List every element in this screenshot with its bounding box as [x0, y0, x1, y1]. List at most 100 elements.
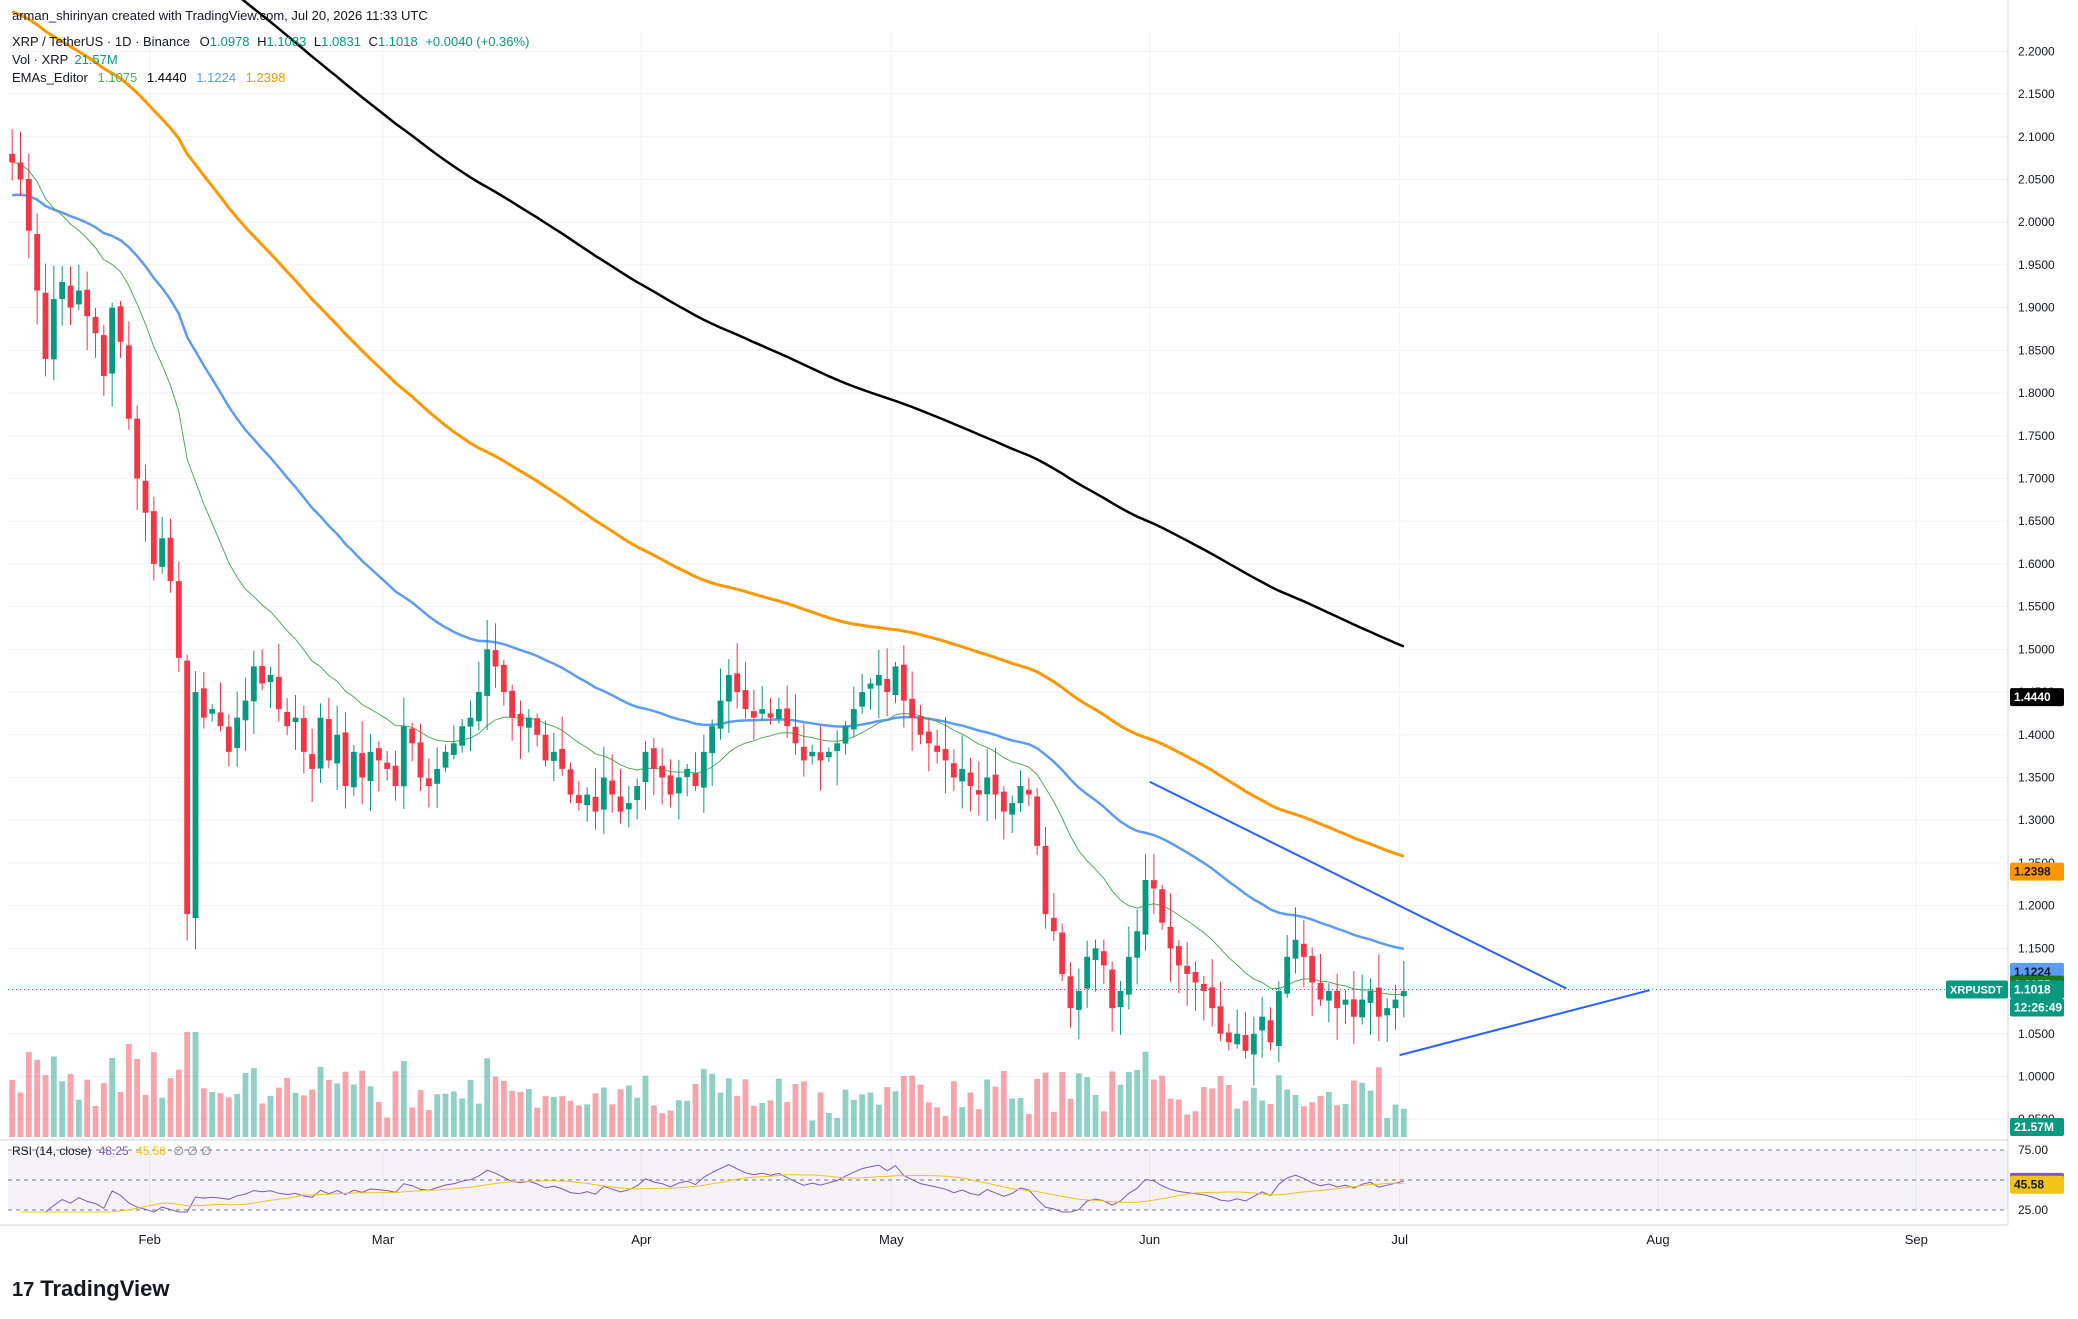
volume-bar — [1150, 1079, 1157, 1137]
candle-body — [217, 712, 224, 727]
candle-body — [1192, 971, 1199, 983]
symbol-badge-bg — [1946, 980, 2008, 999]
candle-body — [1325, 991, 1332, 1001]
volume-bar — [1092, 1094, 1099, 1137]
volume-bar — [1209, 1088, 1216, 1137]
volume-bar — [875, 1104, 882, 1137]
ohlc: O1.0978 H1.1083 L1.0831 C1.1018 +0.0040 … — [199, 34, 530, 49]
volume-bar — [884, 1087, 891, 1137]
candle-body — [1209, 987, 1216, 1009]
candle-body — [409, 728, 416, 744]
candle-body — [100, 335, 107, 376]
candle-body — [617, 796, 624, 812]
candle-body — [175, 581, 182, 658]
candle-body — [959, 768, 966, 782]
candle-body — [67, 285, 74, 308]
candle-body — [750, 711, 757, 718]
candle-body — [1350, 999, 1357, 1017]
volume-bar — [825, 1112, 832, 1137]
volume-bar — [759, 1103, 766, 1137]
volume-bar — [1400, 1108, 1407, 1137]
candle-body — [117, 306, 124, 342]
volume-bar — [934, 1107, 941, 1137]
candle-body — [792, 726, 799, 744]
candle-body — [900, 664, 907, 701]
price-axis: 2.2000 2.1500 2.1000 2.0500 2.0000 1.9500 1.90… — [2018, 44, 2055, 1217]
volume-bar — [1192, 1111, 1199, 1137]
candle-body — [567, 769, 574, 795]
volume-bar — [167, 1078, 174, 1137]
volume-bar — [442, 1093, 449, 1137]
candle-body — [1242, 1034, 1249, 1051]
candle-body — [284, 711, 291, 727]
tradingview-icon: 17 — [12, 1279, 35, 1301]
candle-body — [984, 777, 991, 795]
volume-bar — [750, 1105, 757, 1137]
ema-lines — [11, 0, 1405, 996]
volume-bar — [792, 1083, 799, 1137]
candle-body — [1259, 1016, 1266, 1031]
rsi-line — [20, 1164, 1404, 1213]
candle-body — [300, 718, 307, 752]
tradingview-logo[interactable]: 17 TradingView — [12, 1276, 170, 1301]
candle-body — [1359, 999, 1366, 1018]
volume-bar — [717, 1092, 724, 1137]
volume-bar — [575, 1105, 582, 1137]
candle-body — [992, 774, 999, 795]
rsi-pane — [8, 1149, 2008, 1213]
volume-bar — [359, 1070, 366, 1137]
ema200-badge-bg — [2010, 688, 2064, 707]
volume-bar — [925, 1102, 932, 1137]
axis-badges: 1.44401.23981.12241.10751.101812:26:49XR… — [1946, 688, 2064, 1194]
volume-legend[interactable]: Vol · XRP 21.57M — [12, 52, 118, 67]
candle-body — [850, 709, 857, 730]
rsi-legend[interactable]: RSI (14, close) 48.25 45.58 ∅ ∅ ∅ — [12, 1144, 212, 1158]
volume-bar — [942, 1115, 949, 1137]
candle-body — [517, 713, 524, 727]
candle-body — [759, 709, 766, 714]
ema200-badge: 1.4440 — [2014, 690, 2051, 704]
candle-body — [809, 751, 816, 757]
candle-body — [25, 178, 32, 231]
candle-body — [909, 698, 916, 718]
volume-bar — [592, 1093, 599, 1137]
volume-bar — [1000, 1071, 1007, 1137]
ema-20-line — [12, 161, 1404, 996]
volume-bar — [500, 1080, 507, 1137]
candle-body — [1042, 845, 1049, 915]
volume-badge-bg — [2010, 1118, 2064, 1136]
candle-body — [634, 786, 641, 801]
candle-body — [1050, 917, 1057, 932]
price-tick-label: 1.6500 — [2018, 514, 2055, 528]
price-tick-label: 1.0500 — [2018, 1027, 2055, 1041]
volume-badge: 21.57M — [2014, 1120, 2054, 1134]
volume-bar — [434, 1094, 441, 1137]
candle-body — [800, 746, 807, 761]
price-tick-label: 1.2000 — [2018, 899, 2055, 913]
candle-body — [1309, 956, 1316, 983]
candle-body — [1167, 926, 1174, 949]
candle-body — [825, 751, 832, 758]
volume-bar — [192, 1032, 199, 1137]
volume-bar — [584, 1104, 591, 1137]
symbol-legend[interactable]: XRP / TetherUS · 1D · Binance O1.0978 H1… — [12, 34, 541, 50]
candle-body — [967, 772, 974, 787]
rsi-ma-badge-bg — [2010, 1175, 2064, 1194]
candle-body — [859, 692, 866, 707]
candle-body — [159, 538, 166, 567]
candle-body — [134, 418, 141, 479]
price-tick-label: 1.3500 — [2018, 770, 2055, 784]
candle-body — [550, 751, 557, 761]
candle-body — [192, 692, 199, 919]
ema-legend[interactable]: EMAs_Editor 1.1075 1.4440 1.1224 1.2398 — [12, 70, 286, 85]
candle-body — [1142, 879, 1149, 935]
volume-bar — [1359, 1082, 1366, 1137]
volume-bar — [1084, 1077, 1091, 1137]
volume-bar — [42, 1075, 49, 1137]
ema100-badge-bg — [2010, 862, 2064, 881]
volume-bar — [9, 1079, 16, 1137]
candle-body — [767, 713, 774, 718]
volume-bar — [250, 1068, 257, 1137]
candle-body — [492, 650, 499, 667]
